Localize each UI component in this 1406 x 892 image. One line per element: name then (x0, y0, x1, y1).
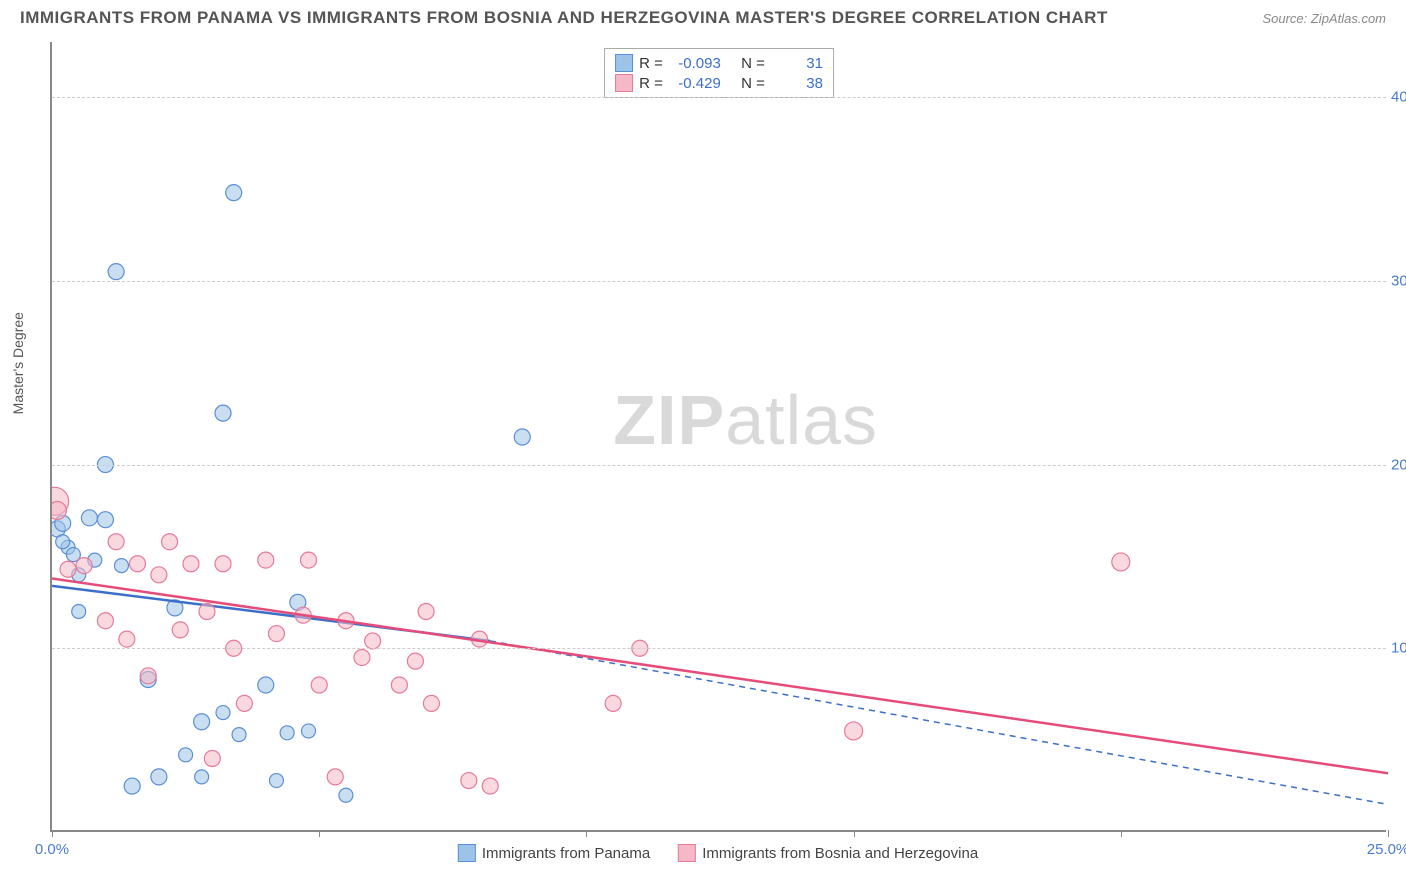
swatch-bosnia-icon (678, 844, 696, 862)
legend-item-bosnia: Immigrants from Bosnia and Herzegovina (678, 844, 978, 862)
stats-row-bosnia: R = -0.429 N = 38 (615, 73, 823, 93)
scatter-svg (52, 42, 1388, 832)
legend-item-panama: Immigrants from Panama (458, 844, 650, 862)
stats-row-panama: R = -0.093 N = 31 (615, 53, 823, 73)
swatch-bosnia (615, 74, 633, 92)
chart-area: Master's Degree ZIPatlas R = -0.093 N = … (50, 42, 1386, 832)
swatch-panama (615, 54, 633, 72)
plot-region: ZIPatlas R = -0.093 N = 31 R = -0.429 N … (50, 42, 1386, 832)
header: IMMIGRANTS FROM PANAMA VS IMMIGRANTS FRO… (0, 0, 1406, 32)
series-legend: Immigrants from Panama Immigrants from B… (458, 844, 978, 862)
swatch-panama-icon (458, 844, 476, 862)
y-axis-label: Master's Degree (10, 312, 26, 414)
chart-title: IMMIGRANTS FROM PANAMA VS IMMIGRANTS FRO… (20, 8, 1108, 28)
stats-legend: R = -0.093 N = 31 R = -0.429 N = 38 (604, 48, 834, 98)
source-label: Source: ZipAtlas.com (1262, 11, 1386, 26)
